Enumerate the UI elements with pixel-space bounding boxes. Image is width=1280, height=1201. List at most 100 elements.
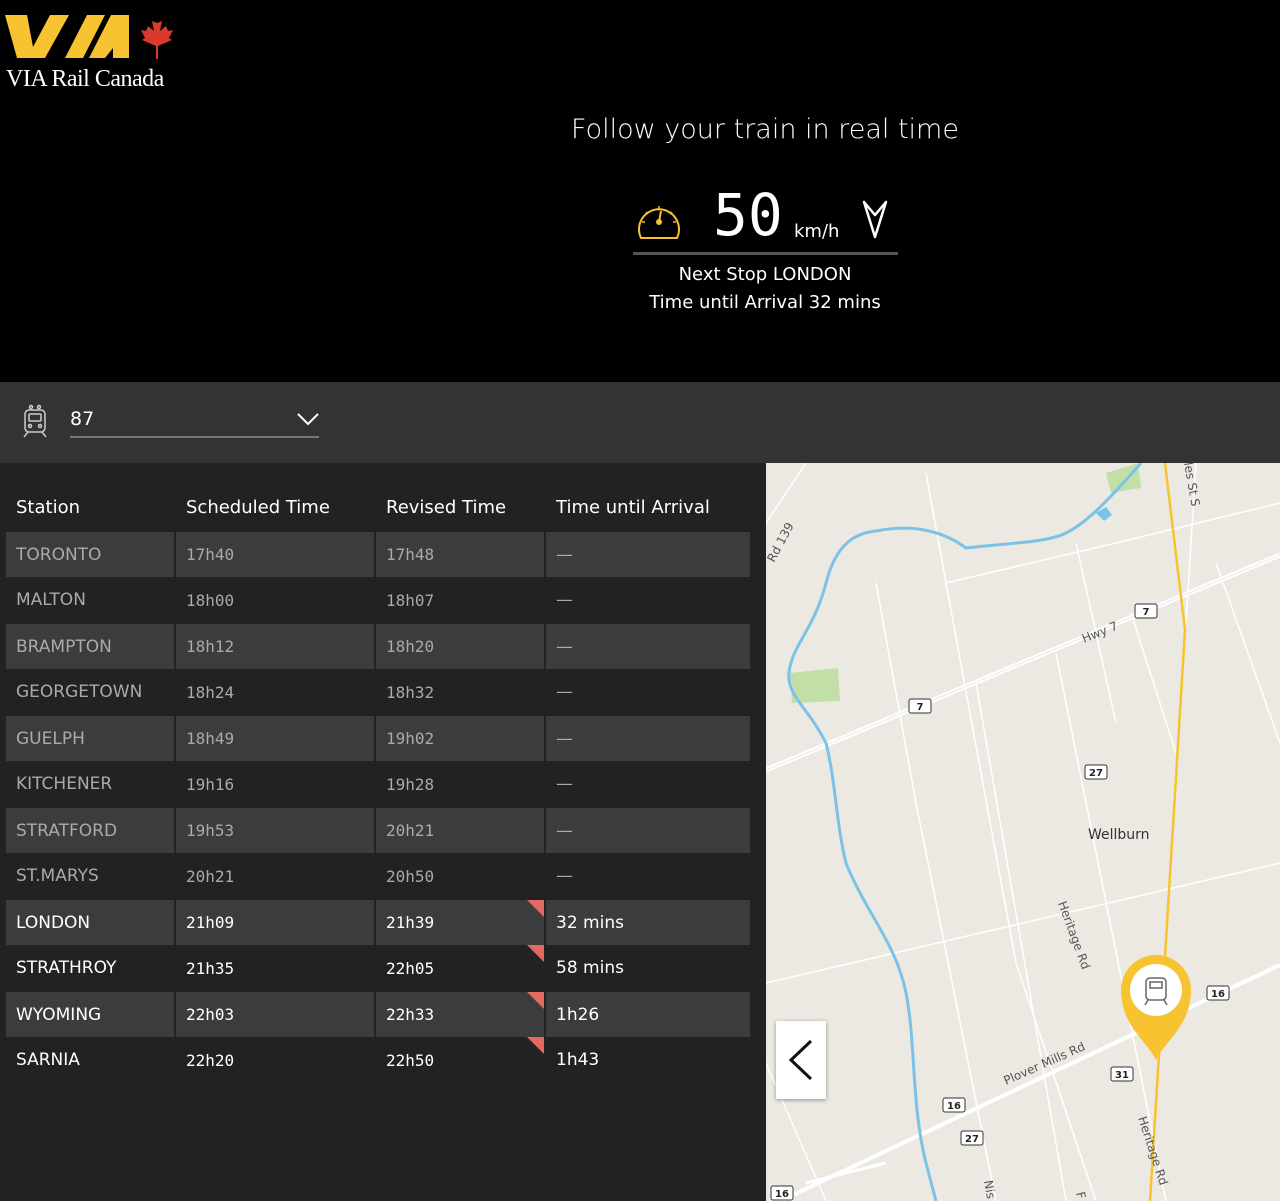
logo-text: VIA Rail Canada [6, 66, 164, 92]
scheduled-time-cell: 18h49 [176, 715, 374, 761]
revised-time-cell: 20h50 [386, 866, 435, 886]
table-row: BRAMPTON 18h12 18h20— [6, 623, 750, 669]
scheduled-time-cell: 18h24 [186, 682, 235, 702]
station-cell: GEORGETOWN [16, 682, 143, 702]
scheduled-time-cell: 22h03 [176, 991, 374, 1037]
revised-time-cell: 22h05 [376, 945, 544, 991]
route-shield: 31 [1110, 1066, 1134, 1082]
table-row: STRATFORD 19h53 20h21— [6, 807, 750, 853]
scheduled-time-cell: 21h09 [176, 899, 374, 945]
scheduled-time-cell: 18h12 [176, 623, 374, 669]
station-cell: KITCHENER [16, 774, 113, 794]
scheduled-time-cell: 17h40 [176, 531, 374, 577]
route-shield-number: 31 [1115, 1070, 1129, 1081]
table-row: STRATHROY 21h35 22h05 58 mins [6, 945, 750, 991]
train-location-marker-icon[interactable] [1121, 955, 1191, 1060]
map-label-heritage-rd-2: Heritage Rd [1135, 1115, 1170, 1187]
route-shield: 7 [1134, 603, 1158, 619]
route-shield-number: 27 [1089, 768, 1103, 779]
header-station: Station [16, 496, 80, 518]
revised-time-cell: 22h50 [376, 1037, 544, 1083]
header-until: Time until Arrival [556, 496, 710, 518]
route-shield-number: 16 [775, 1189, 789, 1200]
train-number-value: 87 [70, 408, 95, 430]
back-button[interactable] [776, 1021, 826, 1099]
revised-time-cell: 19h28 [386, 774, 435, 794]
route-shield: 7 [908, 698, 932, 714]
time-until-arrival-cell: 1h43 [556, 1050, 600, 1070]
time-until-arrival-cell: — [546, 807, 750, 853]
train-icon [23, 404, 47, 438]
train-selector-bar: 87 [0, 382, 1280, 463]
delay-flag-icon [527, 945, 544, 962]
station-cell: STRATHROY [16, 958, 117, 978]
direction-arrow-icon [862, 200, 888, 239]
scheduled-time-cell: 20h21 [186, 866, 235, 886]
scheduled-time-cell: 19h16 [186, 774, 235, 794]
time-until-arrival-cell: 58 mins [556, 958, 624, 978]
header-scheduled: Scheduled Time [186, 496, 330, 518]
time-until-arrival-cell: — [556, 866, 573, 886]
station-cell: TORONTO [6, 531, 174, 577]
station-cell: MALTON [16, 590, 86, 610]
map-label-hwy7: Hwy 7 [1080, 619, 1120, 646]
via-rail-logo[interactable] [5, 12, 175, 97]
route-shield-number: 16 [947, 1101, 961, 1112]
revised-time-cell: 18h07 [386, 590, 435, 610]
station-cell: LONDON [6, 899, 174, 945]
time-until-arrival-cell: — [556, 774, 573, 794]
chevron-down-icon[interactable] [297, 412, 319, 426]
time-until-arrival-cell: 1h26 [546, 991, 750, 1037]
table-row: TORONTO 17h40 17h48— [6, 531, 750, 577]
route-shield-number: 16 [1211, 989, 1225, 1000]
map-canvas[interactable]: Rd 139 Hwy 7 Wellburn Heritage Rd Herita… [766, 463, 1280, 1201]
page-title: Follow your train in real time [571, 114, 959, 145]
scheduled-time-cell: 18h00 [186, 590, 235, 610]
time-until-arrival-cell: — [546, 531, 750, 577]
time-until-arrival-cell: — [546, 623, 750, 669]
revised-time-cell: 20h21 [376, 807, 544, 853]
route-shield: 16 [770, 1185, 794, 1201]
chevron-left-icon [788, 1039, 813, 1081]
station-cell: WYOMING [6, 991, 174, 1037]
map[interactable]: Rd 139 Hwy 7 Wellburn Heritage Rd Herita… [766, 463, 1280, 1201]
schedule-table: Station Scheduled Time Revised Time Time… [4, 483, 752, 1083]
map-label-st-s: les St S [1181, 463, 1203, 507]
revised-time-cell: 17h48 [376, 531, 544, 577]
route-shield: 27 [960, 1130, 984, 1146]
time-until-arrival-cell: — [556, 590, 573, 610]
scheduled-time-cell: 22h20 [186, 1050, 235, 1070]
map-label-rd139: Rd 139 [766, 520, 797, 564]
delay-flag-icon [527, 1037, 544, 1054]
station-cell: STRATFORD [6, 807, 174, 853]
revised-time-cell: 19h02 [376, 715, 544, 761]
delay-flag-icon [527, 900, 544, 917]
delay-flag-icon [527, 992, 544, 1009]
revised-time-cell: 22h33 [376, 991, 544, 1037]
route-shield: 27 [1084, 764, 1108, 780]
table-row: SARNIA 22h20 22h50 1h43 [6, 1037, 750, 1083]
scheduled-time-cell: 21h35 [186, 958, 235, 978]
time-until-arrival-cell: 32 mins [546, 899, 750, 945]
table-row: GUELPH 18h49 19h02— [6, 715, 750, 761]
train-number-select[interactable]: 87 [70, 400, 319, 438]
speed-value: 50 [713, 181, 783, 249]
time-until-arrival: Time until Arrival 32 mins [649, 292, 881, 313]
station-cell: BRAMPTON [6, 623, 174, 669]
route-shield-number: 27 [965, 1134, 979, 1145]
next-stop-info: Next Stop LONDON Time until Arrival 32 m… [0, 261, 1280, 317]
table-row: WYOMING 22h03 22h33 1h26 [6, 991, 750, 1037]
header-revised: Revised Time [386, 496, 507, 518]
station-cell: GUELPH [6, 715, 174, 761]
speed-display: 50 km/h [633, 181, 898, 255]
next-stop: Next Stop LONDON [678, 264, 852, 285]
revised-time-cell: 18h20 [376, 623, 544, 669]
station-cell: ST.MARYS [16, 866, 99, 886]
route-shield-number: 7 [917, 702, 924, 713]
map-label-f: F [1073, 1190, 1088, 1200]
route-shield-number: 7 [1143, 607, 1150, 618]
station-cell: SARNIA [16, 1050, 80, 1070]
map-label-heritage-rd: Heritage Rd [1055, 899, 1093, 971]
scheduled-time-cell: 19h53 [176, 807, 374, 853]
schedule-table-panel: Station Scheduled Time Revised Time Time… [0, 463, 766, 1201]
